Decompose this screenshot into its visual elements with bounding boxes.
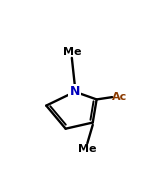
Text: N: N	[70, 85, 80, 98]
Text: Ac: Ac	[112, 92, 127, 102]
Text: Me: Me	[63, 47, 81, 57]
Text: Me: Me	[78, 145, 97, 154]
